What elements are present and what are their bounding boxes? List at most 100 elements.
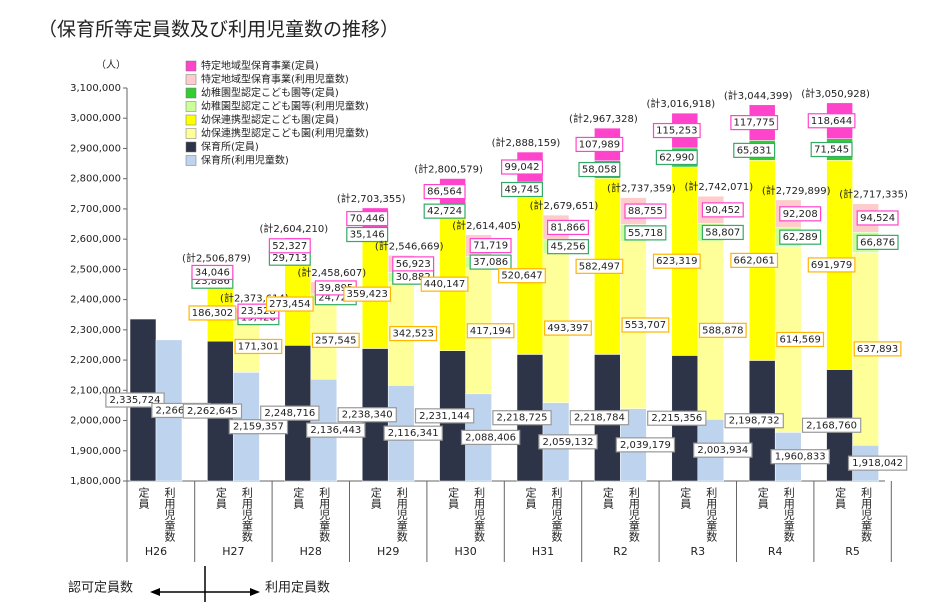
- value-label: 2,231,144: [419, 411, 470, 422]
- value-label: 2,168,760: [806, 420, 857, 431]
- value-label-box: [730, 115, 779, 131]
- value-label-box: [575, 258, 624, 274]
- legend-swatch: [185, 114, 197, 126]
- value-label-box: [392, 256, 435, 272]
- bar-label: 利用児童数: [782, 487, 795, 543]
- value-label: 614,569: [780, 334, 821, 345]
- value-label: 62,289: [783, 232, 818, 243]
- value-label: 107,989: [579, 139, 620, 150]
- y-tick-label: 2,300,000: [70, 325, 121, 336]
- value-label: 2,159,357: [233, 422, 284, 433]
- value-label: 35,146: [350, 230, 385, 241]
- total-label: (計3,016,918): [646, 97, 715, 110]
- legend-swatch: [185, 87, 197, 99]
- value-label-box: [311, 332, 360, 348]
- value-label: 2,116,341: [388, 428, 439, 439]
- bar-label: 利用児童数: [318, 487, 331, 543]
- value-label: 582,497: [579, 261, 620, 272]
- total-label: (計2,729,899): [762, 184, 831, 197]
- total-label: (計3,044,399): [724, 89, 793, 102]
- value-label: 342,523: [393, 329, 434, 340]
- value-label-box: [182, 403, 243, 419]
- value-label: 45,256: [551, 242, 586, 253]
- legend-label: 特定地域型保育事業(利用児童数): [201, 73, 349, 86]
- value-label: 2,335,724: [110, 395, 161, 406]
- value-label-box: [544, 320, 592, 336]
- group-label: R5: [845, 545, 860, 558]
- value-label: 52,327: [272, 241, 307, 252]
- value-label: 2,218,784: [574, 413, 625, 424]
- value-label: 30,882: [396, 272, 431, 283]
- value-label-box: [624, 225, 667, 241]
- y-tick-label: 2,200,000: [70, 355, 121, 366]
- value-label-box: [624, 203, 667, 219]
- bar-label: 定員: [292, 486, 305, 510]
- value-label-box: [268, 238, 311, 254]
- y-tick-label: 1,900,000: [70, 446, 121, 457]
- value-label-box: [546, 239, 589, 255]
- total-label: (計2,546,669): [375, 239, 444, 252]
- value-label: 440,147: [424, 279, 465, 290]
- value-label: 81,866: [551, 222, 586, 233]
- group-label: H30: [454, 545, 476, 558]
- value-label: 39,895: [318, 283, 353, 294]
- bar-label: 定員: [834, 486, 847, 510]
- value-label: 493,397: [547, 323, 588, 334]
- value-label-box: [801, 417, 862, 433]
- value-label: 34,046: [195, 267, 230, 278]
- value-label: 23,886: [195, 276, 230, 287]
- value-label-box: [466, 323, 515, 339]
- value-label: 62,990: [659, 152, 694, 163]
- legend-swatch: [185, 141, 197, 153]
- value-label-box: [569, 410, 630, 426]
- arrow-head: [150, 588, 160, 596]
- footer-right: 利用定員数: [265, 581, 330, 596]
- value-label-box: [228, 419, 289, 435]
- group-label: H31: [532, 545, 554, 558]
- value-label-box: [698, 322, 747, 338]
- value-label-box: [847, 455, 908, 471]
- bar-label: 定員: [524, 486, 537, 510]
- value-label-box: [810, 141, 853, 158]
- y-tick-label: 2,400,000: [70, 295, 121, 306]
- legend-label: 幼稚園型認定こども園等(利用児童数): [201, 100, 369, 113]
- total-label: (計2,888,159): [492, 136, 561, 149]
- y-tick-label: 3,000,000: [70, 113, 121, 124]
- value-label: 359,423: [347, 289, 388, 300]
- total-label: (計2,967,328): [569, 112, 638, 125]
- value-label: 65,831: [737, 145, 772, 156]
- value-label-box: [265, 296, 314, 312]
- arrow-head: [250, 588, 260, 596]
- value-label-box: [469, 238, 512, 254]
- y-tick-label: 3,100,000: [70, 83, 121, 94]
- bar-label: 利用児童数: [473, 487, 486, 543]
- value-label: 58,058: [582, 165, 617, 176]
- group-label: R3: [690, 545, 705, 558]
- legend-swatch: [185, 101, 197, 112]
- value-label: 257,545: [315, 335, 356, 346]
- value-label: 2,262,645: [187, 406, 238, 417]
- value-label-box: [578, 161, 621, 178]
- value-label-box: [423, 184, 466, 200]
- value-label: 2,003,934: [697, 445, 748, 456]
- value-label: 2,238,340: [342, 410, 393, 421]
- value-label-box: [337, 407, 397, 423]
- value-label-box: [469, 254, 512, 270]
- value-label-box: [492, 410, 552, 426]
- value-label: 2,059,132: [543, 437, 594, 448]
- value-label-box: [621, 317, 670, 333]
- chart-title: （保育所等定員数及び利用児童数の推移）: [38, 19, 399, 41]
- value-label-box: [856, 234, 899, 250]
- value-label-box: [260, 405, 320, 421]
- value-label: 117,775: [734, 118, 775, 129]
- y-tick-label: 2,600,000: [70, 234, 121, 245]
- total-label: (計2,800,579): [414, 163, 483, 176]
- value-label-box: [105, 392, 165, 408]
- y-tick-label: 2,800,000: [70, 174, 121, 185]
- value-label: 691,979: [811, 260, 852, 271]
- value-label-box: [655, 149, 698, 166]
- value-label-box: [306, 422, 366, 438]
- group-label: H29: [377, 545, 399, 558]
- bar-label: 利用児童数: [705, 487, 718, 543]
